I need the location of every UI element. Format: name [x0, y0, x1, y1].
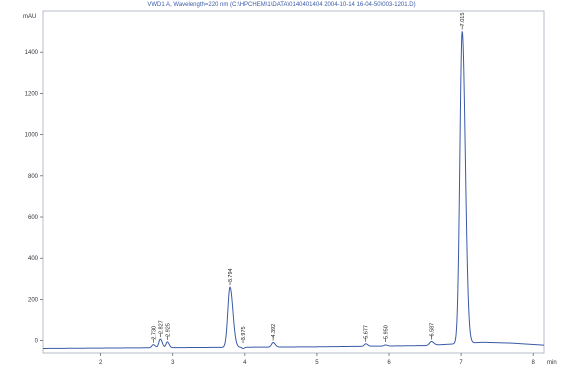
y-tick-label: 1200 [25, 91, 39, 97]
x-tick-label: 3 [171, 360, 175, 366]
chart-title: VWD1 A, Wavelength=220 nm (C:\HPCHEM\1\D… [147, 2, 416, 8]
peak-label: 3.975 [241, 326, 247, 340]
y-tick-label: 0 [35, 339, 39, 345]
peak-label: 2.730 [151, 326, 157, 340]
peak-label: 5.677 [364, 325, 370, 339]
y-tick-label: 400 [28, 256, 39, 262]
peak-label: 4.392 [271, 324, 277, 338]
x-tick-label: 8 [532, 360, 536, 366]
peak-label: 3.794 [228, 268, 234, 282]
y-tick-label: 800 [28, 174, 39, 180]
peak-label: 5.950 [383, 325, 389, 339]
x-tick-label: 5 [315, 360, 319, 366]
y-tick-label: 1400 [25, 50, 39, 56]
peak-label: 2.925 [165, 323, 171, 337]
y-tick-label: 600 [28, 215, 39, 221]
peak-label: 6.587 [429, 323, 435, 337]
peak-label: 2.827 [158, 320, 164, 334]
x-tick-label: 6 [387, 360, 391, 366]
y-axis-label: mAU [23, 14, 36, 20]
y-tick-label: 200 [28, 297, 39, 303]
x-axis-label: min [547, 360, 557, 366]
x-tick-label: 7 [459, 360, 463, 366]
plot-frame [42, 10, 545, 354]
peak-label: 7.015 [460, 13, 466, 27]
x-tick-label: 4 [243, 360, 247, 366]
x-tick-label: 2 [99, 360, 103, 366]
signal-trace [43, 31, 545, 349]
y-tick-label: 1000 [25, 133, 39, 139]
